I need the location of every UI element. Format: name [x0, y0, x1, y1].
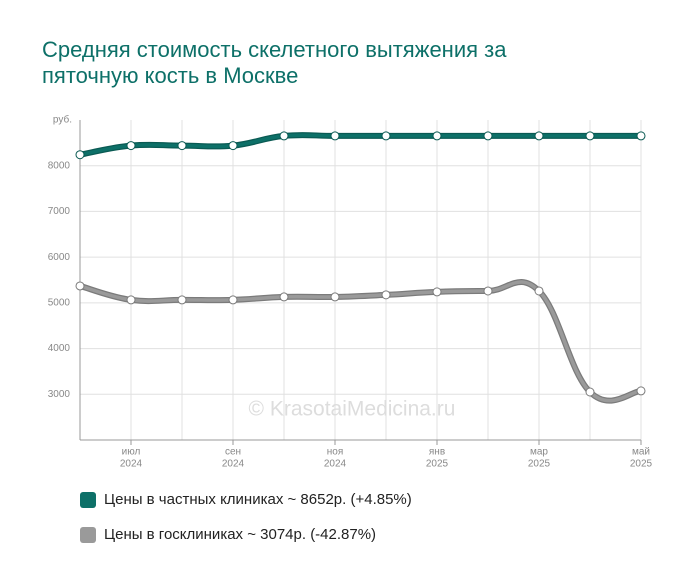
legend-label: Цены в частных клиниках ~ 8652р. (+4.85%… [104, 491, 412, 508]
point [585, 387, 595, 397]
x-tick-label: 2024 [120, 459, 143, 470]
point [330, 131, 340, 141]
x-tick-label: 2024 [222, 459, 245, 470]
point [381, 131, 391, 141]
y-tick-label: 8000 [48, 160, 71, 171]
point [75, 150, 85, 160]
legend-label: Цены в госклиниках ~ 3074р. (-42.87%) [104, 526, 376, 543]
point [228, 141, 238, 151]
y-tick-label: 5000 [48, 297, 71, 308]
series-line [79, 133, 641, 157]
point [636, 386, 646, 396]
x-tick-label: 2025 [528, 459, 551, 470]
point [177, 295, 187, 305]
x-tick-label: 2025 [630, 459, 653, 470]
legend-swatch [80, 492, 96, 508]
watermark: © KrasotaiMedicina.ru [249, 398, 456, 421]
point [279, 292, 289, 302]
point [534, 131, 544, 141]
y-tick-label: 7000 [48, 206, 71, 217]
x-tick-label: 2024 [324, 459, 347, 470]
point [126, 141, 136, 151]
point [75, 281, 85, 291]
point [330, 292, 340, 302]
chart-title: Средняя стоимость скелетного вытяжения з… [42, 37, 507, 62]
x-tick-label: 2025 [426, 459, 449, 470]
point [534, 286, 544, 296]
point [381, 290, 391, 300]
point [432, 287, 442, 297]
point [126, 295, 136, 305]
x-tick-label: мар [530, 447, 548, 458]
legend-swatch [80, 527, 96, 543]
point [432, 131, 442, 141]
point [585, 131, 595, 141]
point [636, 131, 646, 141]
y-tick-label: 6000 [48, 252, 71, 263]
point [177, 141, 187, 151]
y-unit: руб. [53, 114, 72, 126]
point [279, 131, 289, 141]
y-tick-label: 4000 [48, 343, 71, 354]
x-tick-label: ноя [327, 447, 344, 458]
x-tick-label: янв [429, 447, 445, 458]
x-tick-label: июл [122, 447, 141, 458]
point [228, 295, 238, 305]
x-tick-label: сен [225, 447, 241, 458]
x-tick-label: май [632, 447, 650, 458]
chart-title: пяточную кость в Москве [42, 63, 298, 88]
point [483, 131, 493, 141]
y-tick-label: 3000 [48, 389, 71, 400]
series-line [79, 280, 642, 403]
point [483, 286, 493, 296]
